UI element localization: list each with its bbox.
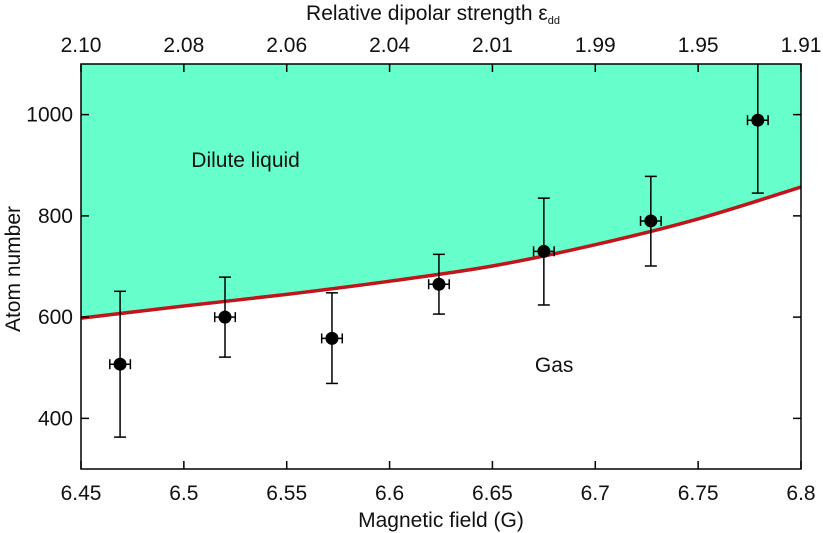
y-tick-label: 1000 [26,104,73,127]
x-tick-label: 6.75 [678,482,719,505]
data-point [325,331,339,345]
data-point [113,357,127,371]
x-tick-label: 6.7 [581,482,610,505]
top-tick-label: 1.91 [781,34,822,57]
data-point [432,277,446,291]
top-tick-label: 1.95 [678,34,719,57]
region-label-liquid: Dilute liquid [191,149,300,172]
x-tick-label: 6.6 [375,482,404,505]
top-tick-label: 2.06 [266,34,307,57]
phase-boundary-line [80,185,802,320]
data-point [644,214,658,228]
x-tick-label: 6.45 [61,482,102,505]
y-tick-label: 400 [38,407,73,430]
top-tick-label: 2.01 [472,34,513,57]
plot-frame [80,63,802,470]
axis-ticks: 6.45 6.5 6.55 6.6 6.65 6.7 6.75 6.8 2.10 2.08 2.06… [26,34,821,505]
top-tick-label: 1.99 [575,34,616,57]
top-axis-title-subscript: dd [548,15,560,27]
error-bars [109,64,769,438]
x-tick-label: 6.5 [169,482,198,505]
data-point [537,244,551,258]
x-axis-title: Magnetic field (G) [358,509,524,532]
top-tick-label: 2.10 [61,34,102,57]
dilute-liquid-region [81,64,801,319]
top-tick-label: 2.04 [369,34,410,57]
top-tick-label: 2.08 [163,34,204,57]
y-tick-label: 800 [38,205,73,228]
top-axis-title-main: Relative dipolar strength ε [306,2,548,25]
data-points [113,113,765,371]
y-tick-label: 600 [38,306,73,329]
data-point [751,113,765,127]
x-tick-label: 6.55 [266,482,307,505]
x-tick-label: 6.65 [472,482,513,505]
y-axis-title: Atom number [2,206,25,332]
x-tick-label: 6.8 [786,482,815,505]
region-label-gas: Gas [535,354,574,377]
data-point [218,310,232,324]
top-axis-title: Relative dipolar strength εdd [306,2,560,27]
